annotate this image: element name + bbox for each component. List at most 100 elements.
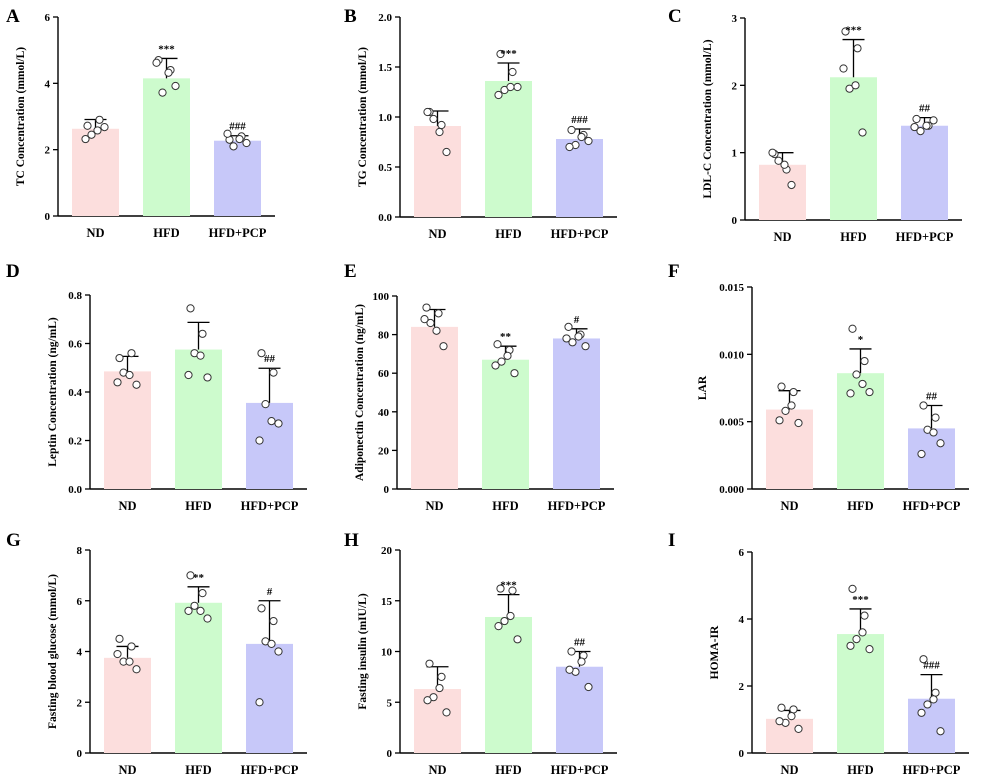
significance-label: *** [500,48,517,60]
data-point [860,356,869,366]
data-point [775,416,784,425]
bar-hfd [837,634,884,753]
data-point [922,121,931,130]
significance-label: ## [919,103,931,115]
x-tick-label: HFD [153,226,179,240]
data-point [93,126,102,135]
x-tick-label: HFD [185,763,211,777]
data-point [775,717,784,726]
data-point [510,369,519,378]
y-tick-label: 3 [732,13,738,25]
panel-letter: E [344,261,357,282]
significance-label: ** [500,331,512,343]
y-tick-label: 2 [77,697,83,709]
data-point [494,622,503,631]
data-point [565,665,574,674]
x-tick-label: ND [773,230,791,244]
y-axis-label: Adiponectin Concentration (ng/mL) [354,304,366,481]
bar-hfd-pcp [553,338,600,489]
data-point [841,27,850,36]
y-tick-label: 0.000 [719,484,744,496]
y-tick-label: 0.6 [68,339,82,351]
bar-hfd-pcp [246,643,293,753]
bar-hfd [837,373,884,489]
y-tick-label: 0.5 [378,162,392,174]
x-tick-label: HFD+PCP [551,763,609,777]
y-tick-label: 0 [387,748,393,760]
panel-f: F 0.000 0.005 0.010 0.015 LAR ND * HFD ## HFD+PCP [668,261,969,513]
x-tick-label: HFD+PCP [548,499,606,513]
data-point [503,351,512,360]
data-point [574,332,583,341]
data-point [125,657,134,666]
y-tick-label: 0.015 [719,282,744,294]
panel-d: D 0.0 0.2 0.4 0.6 0.8 Leptin Concentration (ng… [6,261,307,513]
data-point [494,90,503,100]
data-point [929,116,938,125]
data-point [846,641,855,650]
y-axis-label: TG Concentration (mmol/L) [357,47,369,187]
y-tick-label: 8 [77,545,83,557]
data-point [83,121,92,130]
x-tick-label: ND [425,499,443,513]
data-point [500,616,509,626]
data-point [184,370,193,380]
data-point [422,303,431,312]
data-point [198,329,207,338]
data-point [848,324,857,333]
data-point [781,406,790,415]
data-point [274,419,283,428]
bar-nd [104,371,151,489]
data-point [255,436,264,445]
panel-letter: A [6,6,20,27]
x-tick-label: ND [780,499,798,513]
data-point [257,349,266,358]
x-tick-label: HFD [847,499,873,513]
bar-nd [766,409,813,489]
x-tick-label: HFD+PCP [241,499,299,513]
data-point [852,370,861,379]
data-point [916,127,925,136]
data-point [186,304,195,313]
significance-label: ## [264,353,276,365]
data-point [132,380,141,389]
y-axis-label: HOMA-IR [709,625,721,679]
data-point [269,368,278,377]
data-point [439,342,448,351]
significance-label: ### [571,114,588,126]
y-axis-label: LDL-C Concentration (mmol/L) [702,39,714,198]
panel-letter: B [344,6,357,27]
y-tick-label: 100 [373,291,390,303]
data-point [577,657,586,666]
significance-label: ## [926,391,938,403]
data-point [917,449,926,459]
data-point [568,338,577,347]
x-tick-label: HFD+PCP [896,230,954,244]
y-tick-label: 5 [387,697,393,709]
bar-hfd-pcp [556,139,603,217]
data-point [513,635,522,644]
panel-letter: F [668,261,680,282]
bar-hfd-pcp [908,428,955,489]
data-point [257,604,266,613]
y-tick-label: 2.0 [378,12,392,24]
x-tick-label: HFD+PCP [903,763,961,777]
data-point [255,698,264,707]
y-tick-label: 20 [378,445,390,457]
data-point [865,387,874,397]
data-point [910,122,919,132]
x-tick-label: HFD+PCP [241,763,299,777]
data-point [562,334,571,343]
data-point [584,682,593,692]
y-tick-label: 80 [378,330,390,342]
bar-hfd [175,349,222,489]
data-point [223,129,232,138]
data-point [190,601,199,610]
data-point [132,665,141,674]
x-tick-label: HFD [495,227,521,241]
y-axis-label: TC Concentration (mmol/L) [15,47,27,186]
significance-label: *** [158,43,175,55]
data-point [442,147,451,157]
y-tick-label: 0 [739,748,745,760]
data-point [853,44,862,53]
